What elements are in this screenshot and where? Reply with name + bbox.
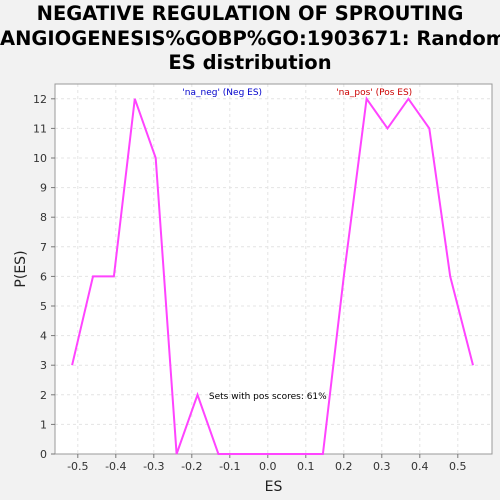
y-tick-label: 10 [33,152,47,165]
y-tick-label: 11 [33,122,47,135]
x-tick-label: 0.0 [259,460,277,473]
x-tick-label: 0.3 [373,460,391,473]
x-tick-label: 0.2 [335,460,353,473]
y-tick-label: 1 [40,418,47,431]
y-tick-label: 8 [40,211,47,224]
plot-background [55,84,492,454]
x-tick-label: 0.5 [449,460,467,473]
x-tick-label: -0.3 [143,460,164,473]
x-tick-label: -0.2 [181,460,202,473]
y-tick-label: 5 [40,300,47,313]
y-tick-label: 2 [40,389,47,402]
y-axis-label: P(ES) [13,250,29,287]
y-tick-label: 6 [40,270,47,283]
x-tick-label: -0.1 [219,460,240,473]
axis-ticks: -0.5 -0.4 -0.3 -0.2 -0.1 0.0 0.1 0.2 0.3 0.4 0.5 0 1… [33,93,467,473]
x-tick-label: -0.5 [67,460,88,473]
x-tick-label: 0.1 [297,460,315,473]
chart-title: NEGATIVE REGULATION OF SPROUTING ANGIOGE… [0,2,500,76]
y-tick-label: 7 [40,241,47,254]
y-tick-label: 12 [33,93,47,106]
pos-scores-annotation: Sets with pos scores: 61% [209,392,327,402]
x-axis-label: ES [265,479,283,495]
legend-pos-label: 'na_pos' (Pos ES) [336,88,412,98]
chart-title-line-3: ES distribution [168,51,332,74]
chart-title-line-2: ANGIOGENESIS%GOBP%GO:1903671: Random [0,26,500,50]
grid-lines [55,84,492,455]
y-tick-label: 9 [40,182,47,195]
y-tick-label: 4 [40,330,47,343]
series-layer [71,96,474,455]
y-tick-label: 0 [40,448,47,461]
chart-title-line-1: NEGATIVE REGULATION OF SPROUTING [36,2,464,25]
y-tick-label: 3 [40,359,47,372]
x-tick-label: 0.4 [411,460,429,473]
legend-neg-label: 'na_neg' (Neg ES) [182,88,262,98]
series-line [71,96,474,455]
x-tick-label: -0.4 [105,460,126,473]
